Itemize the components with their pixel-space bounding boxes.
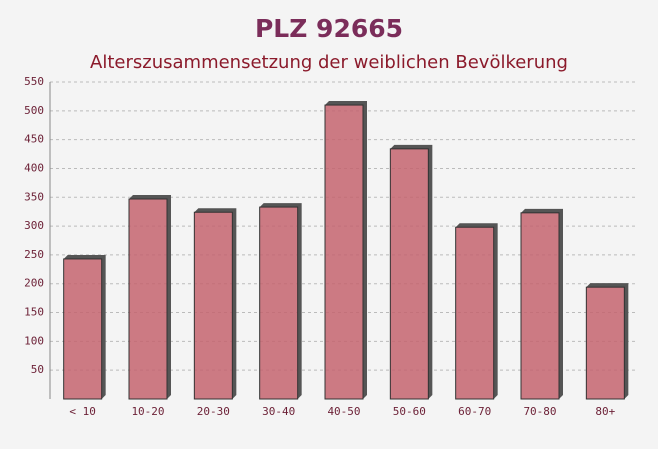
x-tick-label: 10-20 <box>131 405 164 418</box>
y-tick-label: 100 <box>24 334 44 347</box>
x-tick-label: 40-50 <box>327 405 360 418</box>
x-tick-label: 80+ <box>595 405 615 418</box>
chart-title: PLZ 92665 <box>255 14 403 43</box>
y-tick-label: 500 <box>24 104 44 117</box>
bar <box>63 258 103 400</box>
y-tick-label: 400 <box>24 161 44 174</box>
bar <box>193 211 233 400</box>
bar <box>455 226 495 400</box>
bar <box>259 206 299 400</box>
x-tick-label: 70-80 <box>523 405 556 418</box>
y-tick-label: 250 <box>24 248 44 261</box>
y-tick-label: 50 <box>31 363 44 376</box>
y-tick-label: 300 <box>24 219 44 232</box>
x-tick-label: < 10 <box>69 405 96 418</box>
bar <box>389 148 429 400</box>
x-tick-label: 30-40 <box>262 405 295 418</box>
bar <box>585 286 625 400</box>
y-tick-label: 450 <box>24 133 44 146</box>
x-tick-label: 50-60 <box>393 405 426 418</box>
y-tick-label: 200 <box>24 277 44 290</box>
chart-subtitle: Alterszusammensetzung der weiblichen Bev… <box>90 52 568 73</box>
y-tick-label: 550 <box>24 75 44 88</box>
bar <box>128 198 168 400</box>
y-tick-label: 350 <box>24 190 44 203</box>
x-tick-label: 60-70 <box>458 405 491 418</box>
bar <box>520 212 560 400</box>
x-tick-label: 20-30 <box>197 405 230 418</box>
y-tick-label: 150 <box>24 306 44 319</box>
bar <box>324 104 364 400</box>
